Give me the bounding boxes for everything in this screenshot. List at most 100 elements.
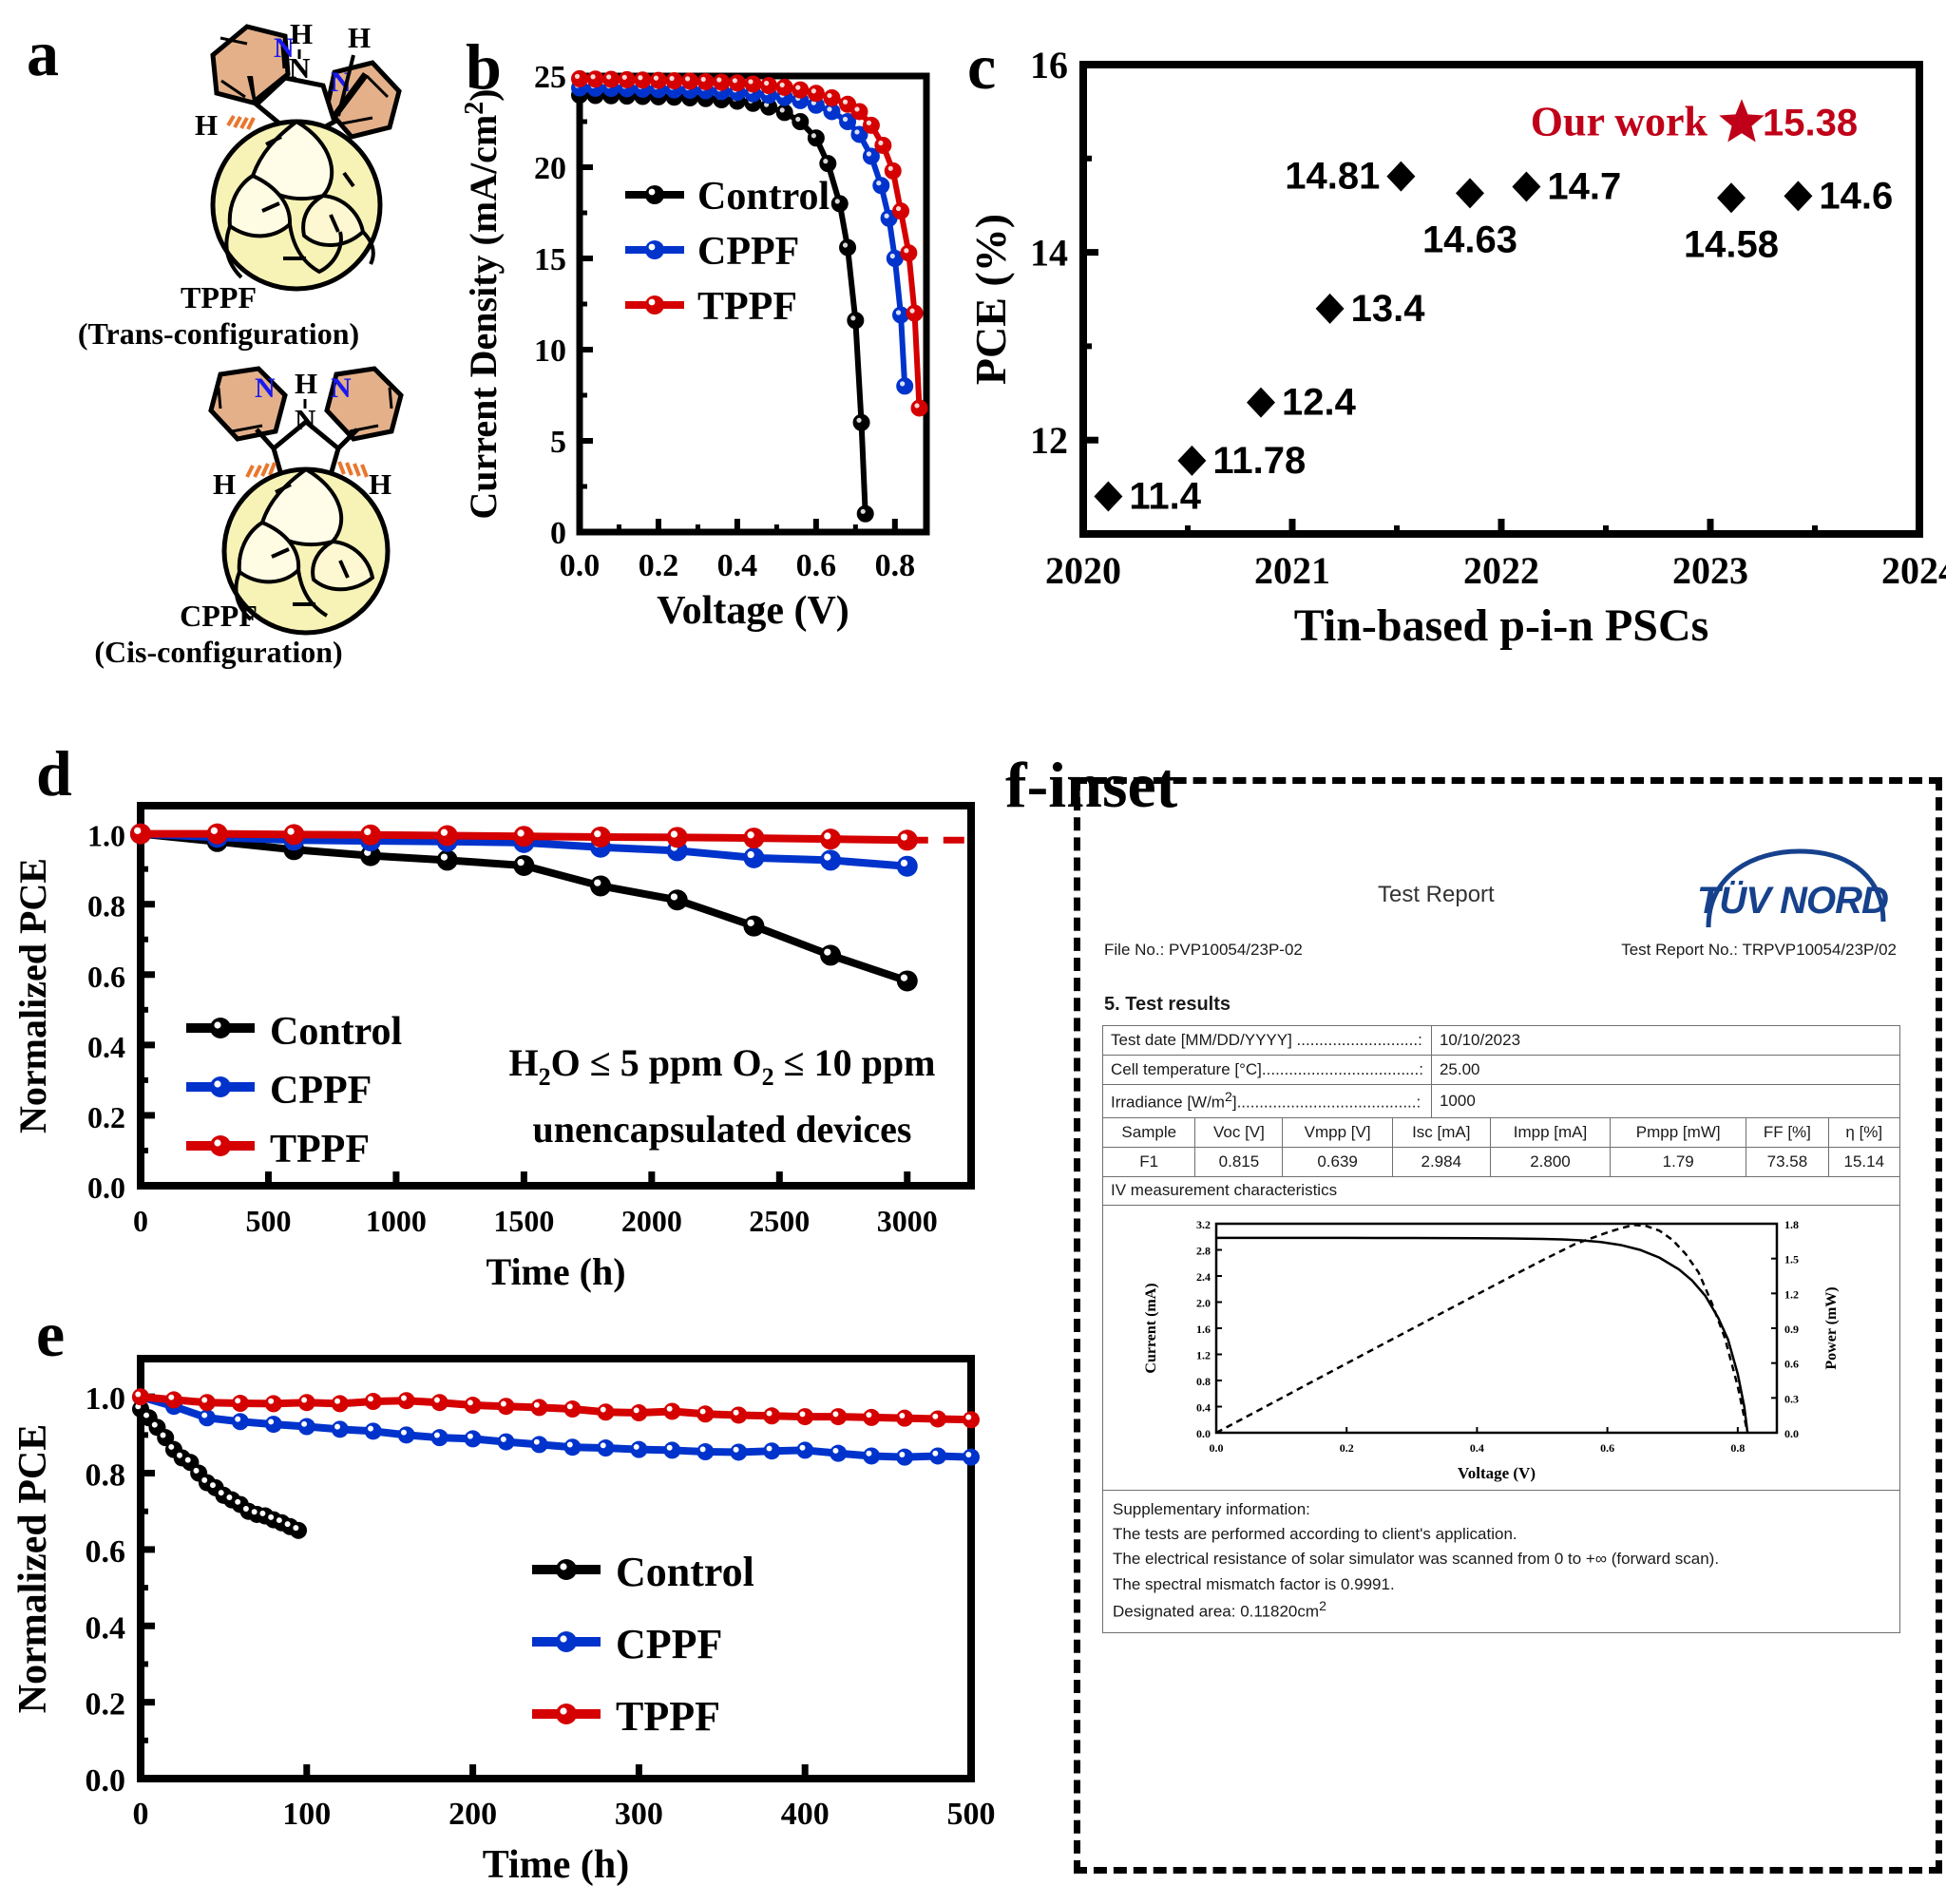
data-point [696, 1405, 715, 1423]
marker-highlight [433, 1432, 440, 1438]
x-tick-label: 0.2 [1340, 1441, 1354, 1455]
supplementary-info: Supplementary information: The tests are… [1102, 1489, 1900, 1634]
data-point [744, 75, 762, 93]
data-point [963, 1411, 980, 1429]
marker-highlight [160, 1432, 166, 1438]
y2-tick-label: 1.8 [1784, 1218, 1799, 1231]
hashed-bond-left [245, 462, 277, 478]
data-point [649, 71, 667, 89]
marker-highlight [184, 1457, 191, 1463]
marker-highlight [201, 1397, 208, 1403]
cppf-config: (Cis-configuration) [94, 635, 343, 669]
col-eta: η [%] [1827, 1116, 1901, 1148]
marker-highlight [251, 1509, 258, 1515]
legend-label-cppf: CPPF [270, 1069, 372, 1113]
cell-isc: 2.984 [1391, 1146, 1491, 1177]
power-curve [1215, 1223, 1749, 1434]
y-tick-label: 12 [1030, 419, 1068, 462]
data-point [900, 244, 918, 262]
data-point [730, 1443, 748, 1461]
legend-marker [645, 295, 664, 314]
legend-marker-highlight [560, 1635, 567, 1643]
point-label: 13.4 [1351, 288, 1426, 330]
marker-highlight [590, 74, 596, 80]
marker-highlight [747, 831, 754, 839]
legend-marker [556, 1631, 577, 1652]
table-row: Test date [MM/DD/YYYY] .................… [1102, 1025, 1901, 1056]
x-tick-label: 2023 [1672, 549, 1748, 592]
data-point [850, 103, 868, 121]
marker-highlight [824, 832, 831, 840]
data-point [530, 1399, 548, 1417]
marker-highlight [670, 830, 678, 838]
x-axis-title: Time (h) [483, 1843, 629, 1887]
marker-highlight [134, 827, 142, 834]
marker-highlight [201, 1412, 208, 1418]
hydrogen-left: H [213, 467, 236, 501]
marker-highlight [900, 974, 908, 981]
data-point [206, 823, 228, 845]
data-point [436, 825, 458, 847]
supp-line: The tests are performed according to cli… [1113, 1525, 1517, 1543]
tuv-logo-arc [1706, 848, 1886, 928]
data-point [164, 1391, 182, 1409]
y-tick-label: 16 [1030, 44, 1068, 86]
data-point [198, 1394, 216, 1412]
hashed-bond-right [337, 461, 369, 478]
x-tick-label: 0.0 [1210, 1441, 1224, 1455]
x-tick-label: 0.8 [875, 548, 916, 583]
marker-highlight [235, 1498, 241, 1505]
point-label: 14.58 [1684, 223, 1779, 265]
y-tick-label: 20 [534, 151, 566, 186]
x-tick-label: 0.0 [560, 548, 601, 583]
legend-marker-highlight [214, 1139, 221, 1147]
col-impp: Impp [mA] [1489, 1116, 1612, 1148]
current-curve [1216, 1236, 1749, 1433]
marker-highlight [842, 99, 849, 105]
marker-highlight [860, 508, 866, 514]
data-point [728, 74, 746, 92]
data-point [775, 78, 793, 96]
supp-line: The electrical resistance of solar simul… [1113, 1550, 1720, 1569]
legend-label-control: Control [697, 175, 830, 219]
marker-highlight [732, 78, 738, 84]
point-label: 12.4 [1282, 382, 1357, 424]
marker-highlight [889, 253, 895, 259]
marker-highlight [533, 1401, 540, 1408]
point-label: 11.4 [1129, 475, 1201, 517]
marker-highlight [763, 80, 770, 86]
annotation-part: H [509, 1041, 539, 1084]
report-title: Test Report [1378, 882, 1495, 907]
marker-highlight [766, 1445, 773, 1452]
marker-highlight [733, 1446, 739, 1453]
marker-highlight [876, 181, 882, 186]
data-point [906, 304, 924, 322]
panel-a: a N N H N H H [0, 0, 447, 669]
y-tick-label: 0.4 [87, 1030, 125, 1064]
marker-highlight [856, 417, 862, 423]
marker-highlight [811, 88, 816, 94]
marker-highlight [866, 1450, 872, 1457]
panel-f-label: f-inset [1005, 749, 1178, 821]
kv-value: 25.00 [1430, 1055, 1901, 1085]
legend-label-tppf: TPPF [697, 285, 797, 329]
x-tick-label: 2500 [749, 1204, 810, 1238]
y-tick-label: 0.8 [86, 1458, 126, 1494]
marker-highlight [168, 1394, 175, 1400]
marker-highlight [850, 315, 856, 321]
legend-label-tppf: TPPF [616, 1693, 720, 1740]
jv-curve-chart: 0.0 0.2 0.4 0.6 0.8 0 5 10 15 20 25 Control CPPF TPPF… [460, 60, 930, 633]
marker-highlight [799, 1444, 806, 1451]
y-tick-label: 25 [534, 60, 566, 95]
marker-highlight [900, 381, 906, 387]
annotation-part: 2 [762, 1063, 774, 1091]
point-label: 14.6 [1819, 175, 1893, 217]
marker-highlight [633, 1443, 639, 1450]
legend-marker [210, 1135, 231, 1156]
data-point [807, 129, 825, 147]
annotation-part: ≤ 10 ppm [774, 1041, 936, 1084]
our-work-annotation: Our work [1531, 98, 1708, 144]
data-point [513, 826, 535, 847]
y-tick-label: 0.0 [86, 1763, 126, 1799]
marker-highlight [779, 82, 785, 88]
